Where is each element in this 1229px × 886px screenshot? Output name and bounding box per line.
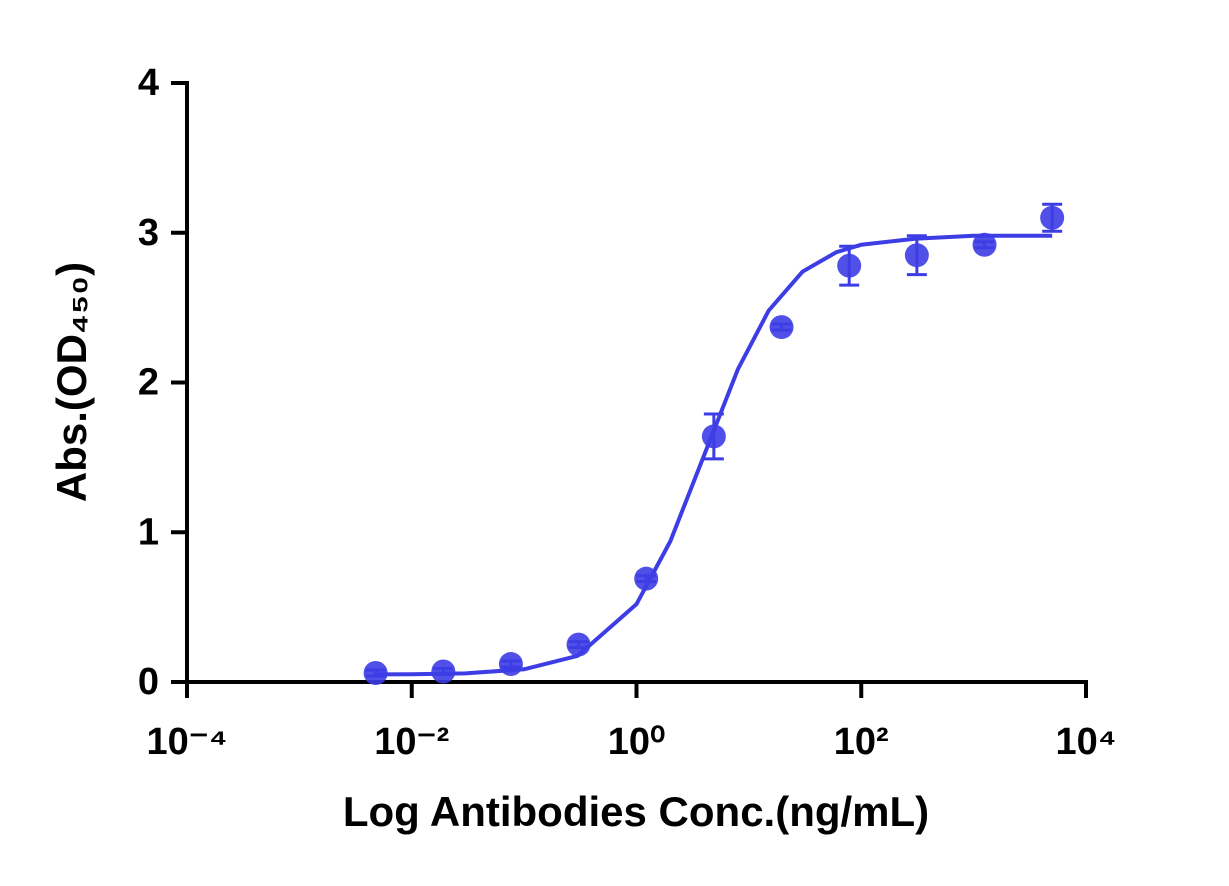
data-point	[837, 253, 862, 278]
data-point	[904, 243, 929, 268]
data-point	[431, 659, 456, 684]
y-tick-label: 3	[138, 212, 159, 254]
x-tick-label: 10⁻²	[374, 721, 449, 763]
y-tick-label: 1	[138, 511, 159, 553]
x-tick-label: 10⁴	[1055, 721, 1116, 763]
x-axis-title: Log Antibodies Conc.(ng/mL)	[343, 788, 929, 835]
data-point	[972, 232, 997, 257]
y-tick-label: 2	[138, 362, 159, 404]
data-point	[769, 315, 794, 340]
data-point	[1040, 205, 1065, 230]
x-tick-label: 10⁰	[608, 721, 666, 763]
y-tick-label: 0	[138, 661, 159, 703]
y-tick-label: 4	[138, 62, 159, 104]
y-axis-title: Abs.(OD₄₅₀)	[48, 262, 95, 502]
x-tick-label: 10²	[834, 721, 889, 763]
x-tick-label: 10⁻⁴	[146, 721, 227, 763]
fit-curve	[375, 233, 1053, 677]
